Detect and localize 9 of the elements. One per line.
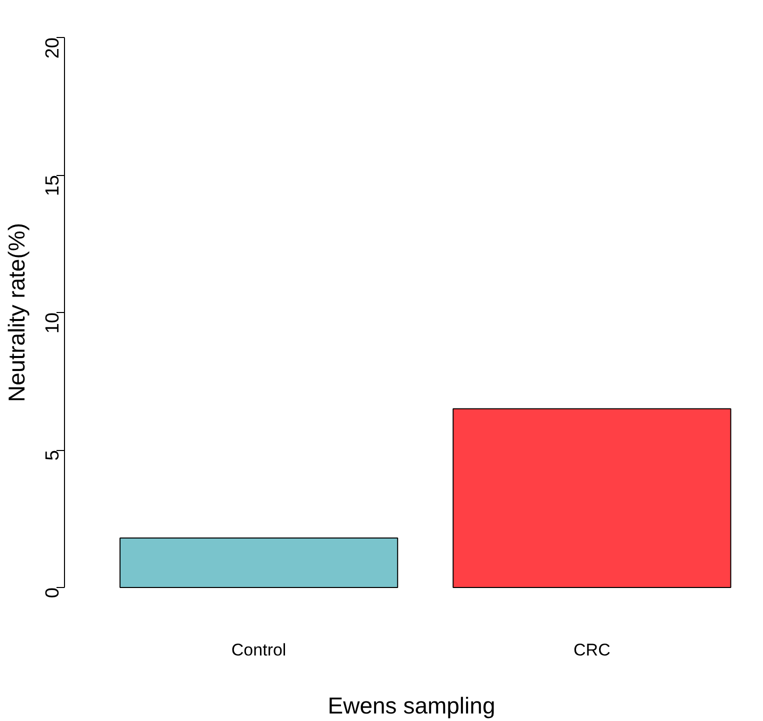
x-tick-label: CRC bbox=[574, 640, 610, 660]
y-tick-label: 10 bbox=[42, 312, 64, 334]
x-tick-label: Control bbox=[231, 640, 286, 660]
x-axis-title: Ewens sampling bbox=[328, 692, 496, 718]
y-tick-label: 0 bbox=[42, 587, 64, 598]
y-tick-label: 20 bbox=[42, 37, 64, 59]
y-axis-title: Neutrality rate(%) bbox=[4, 223, 30, 402]
y-tick-label: 5 bbox=[42, 450, 64, 461]
y-tick-label: 15 bbox=[42, 174, 64, 196]
